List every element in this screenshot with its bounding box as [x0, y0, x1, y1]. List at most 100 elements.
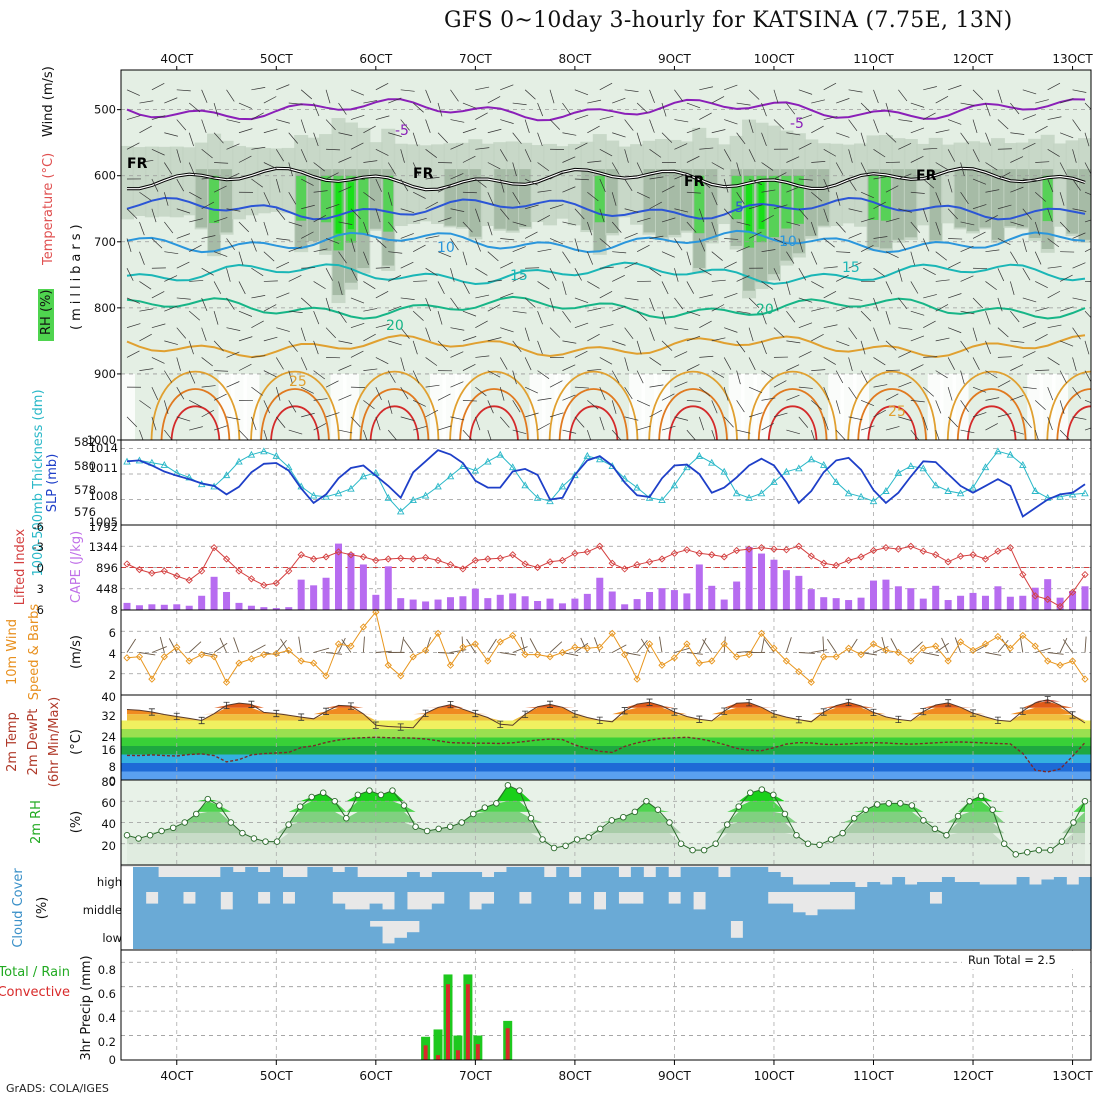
wind-barb: [164, 221, 174, 234]
wind-barb: [288, 132, 299, 144]
cloud-cell: [133, 867, 147, 892]
temp-minmax-bar: [472, 709, 479, 718]
cloud-cell: [829, 909, 843, 921]
cape-bar: [708, 585, 716, 610]
thickness-point: [409, 496, 417, 504]
y-tick-label: 32: [101, 709, 116, 723]
wind-barb: [363, 191, 375, 201]
wind-barb: [487, 96, 501, 104]
wind-barb: [213, 425, 228, 431]
wind-barb: [238, 336, 253, 342]
wind-barb: [972, 89, 984, 101]
rh-dry-cell: [853, 373, 870, 440]
wind-barb: [947, 261, 961, 269]
wind-speed-line: [126, 611, 1086, 684]
rh-2m-point: [908, 802, 916, 809]
wind-barb: [661, 102, 667, 117]
wind-speed-point: [795, 667, 803, 676]
rh-mid-cell: [418, 145, 433, 222]
wind-barb: [922, 416, 928, 431]
cloud-cell: [1004, 892, 1018, 921]
wind-barb: [263, 251, 275, 262]
cloud-cell: [730, 867, 744, 892]
cloud-cell: [742, 892, 756, 921]
y-tick-label: 900: [94, 367, 116, 381]
wind-barb: [873, 267, 886, 277]
lifted-index-point: [434, 556, 442, 565]
wind-barb: [363, 160, 378, 163]
wind-barb: [338, 429, 353, 434]
lifted-index-point: [745, 545, 753, 553]
bl-isotherm-arc: [568, 405, 619, 440]
wind-barb: [748, 204, 763, 210]
wind-barb: [400, 327, 410, 339]
contour-label: FR: [127, 156, 148, 172]
wind-speed-point: [894, 648, 903, 657]
cloud-cell: [344, 909, 358, 921]
cloud-level-label: high: [97, 875, 122, 889]
wind-10m-barb: [275, 639, 287, 653]
cloud-cell: [1041, 892, 1055, 921]
wind-barb: [997, 297, 1003, 312]
wind-barb: [599, 208, 605, 223]
lifted-index-point: [334, 548, 343, 556]
wind-barb: [350, 208, 361, 220]
wind-10m-barb: [1047, 652, 1064, 655]
cloud-cell: [606, 892, 619, 921]
wind-barb: [375, 238, 387, 249]
wind-barb: [226, 351, 240, 358]
contour-label: 15: [510, 268, 528, 284]
wind-barb: [574, 416, 585, 428]
cloud-cell: [257, 903, 271, 921]
rh-green-cell: [296, 175, 307, 221]
wind-barb: [512, 132, 522, 144]
wind-barb: [910, 429, 920, 440]
rh-2m-point: [873, 801, 881, 808]
wind-barb: [126, 350, 140, 358]
wind-barb: [288, 400, 297, 413]
wind-barb: [301, 204, 315, 210]
rh-dark-cell: [506, 169, 519, 231]
slp-line: [126, 449, 1086, 518]
y-tick-label: 1000: [87, 433, 116, 447]
wind-barb: [475, 112, 488, 120]
temp-minmax-bar: [298, 713, 305, 721]
wind-barb: [885, 251, 899, 259]
wind-barb: [972, 357, 980, 370]
wind-barb: [811, 281, 824, 289]
cape-bar: [894, 586, 902, 610]
wind-barb: [313, 162, 325, 172]
thickness-point: [272, 451, 281, 459]
cloud-cell: [630, 903, 644, 921]
cloud-cell: [456, 892, 470, 921]
run-total-label: Run Total = 2.5: [968, 953, 1056, 967]
cape-bar: [359, 564, 367, 610]
wind-barb: [811, 191, 823, 202]
cloud-cell: [792, 921, 806, 949]
wind-barb: [574, 386, 589, 389]
wind-barb: [139, 429, 144, 440]
wind-barb: [823, 387, 830, 401]
lifted-index-point: [247, 575, 256, 583]
wind-barb: [487, 221, 493, 236]
y-tick-label-left: 3: [37, 582, 44, 596]
wind-barb: [935, 221, 941, 236]
cloud-cell: [581, 921, 595, 949]
wind-barb: [960, 370, 965, 385]
y-tick-label: 700: [94, 235, 116, 249]
cloud-cell: [1004, 884, 1018, 892]
rh-dry-cell: [218, 373, 235, 440]
wind-barb: [213, 340, 224, 352]
lifted-index-point: [658, 555, 666, 563]
ylabel-slp: SLP (mb): [45, 454, 60, 513]
wind-barb: [251, 295, 266, 299]
thickness-point: [757, 489, 766, 497]
wind-barb: [1084, 400, 1091, 403]
wind-speed-point: [384, 661, 392, 669]
wind-barb: [1072, 297, 1087, 302]
cloud-cell: [406, 909, 420, 921]
wind-barb: [1084, 281, 1091, 283]
wind-speed-point: [1081, 675, 1089, 683]
cape-bar: [695, 564, 703, 610]
wind-speed-point: [160, 653, 168, 661]
